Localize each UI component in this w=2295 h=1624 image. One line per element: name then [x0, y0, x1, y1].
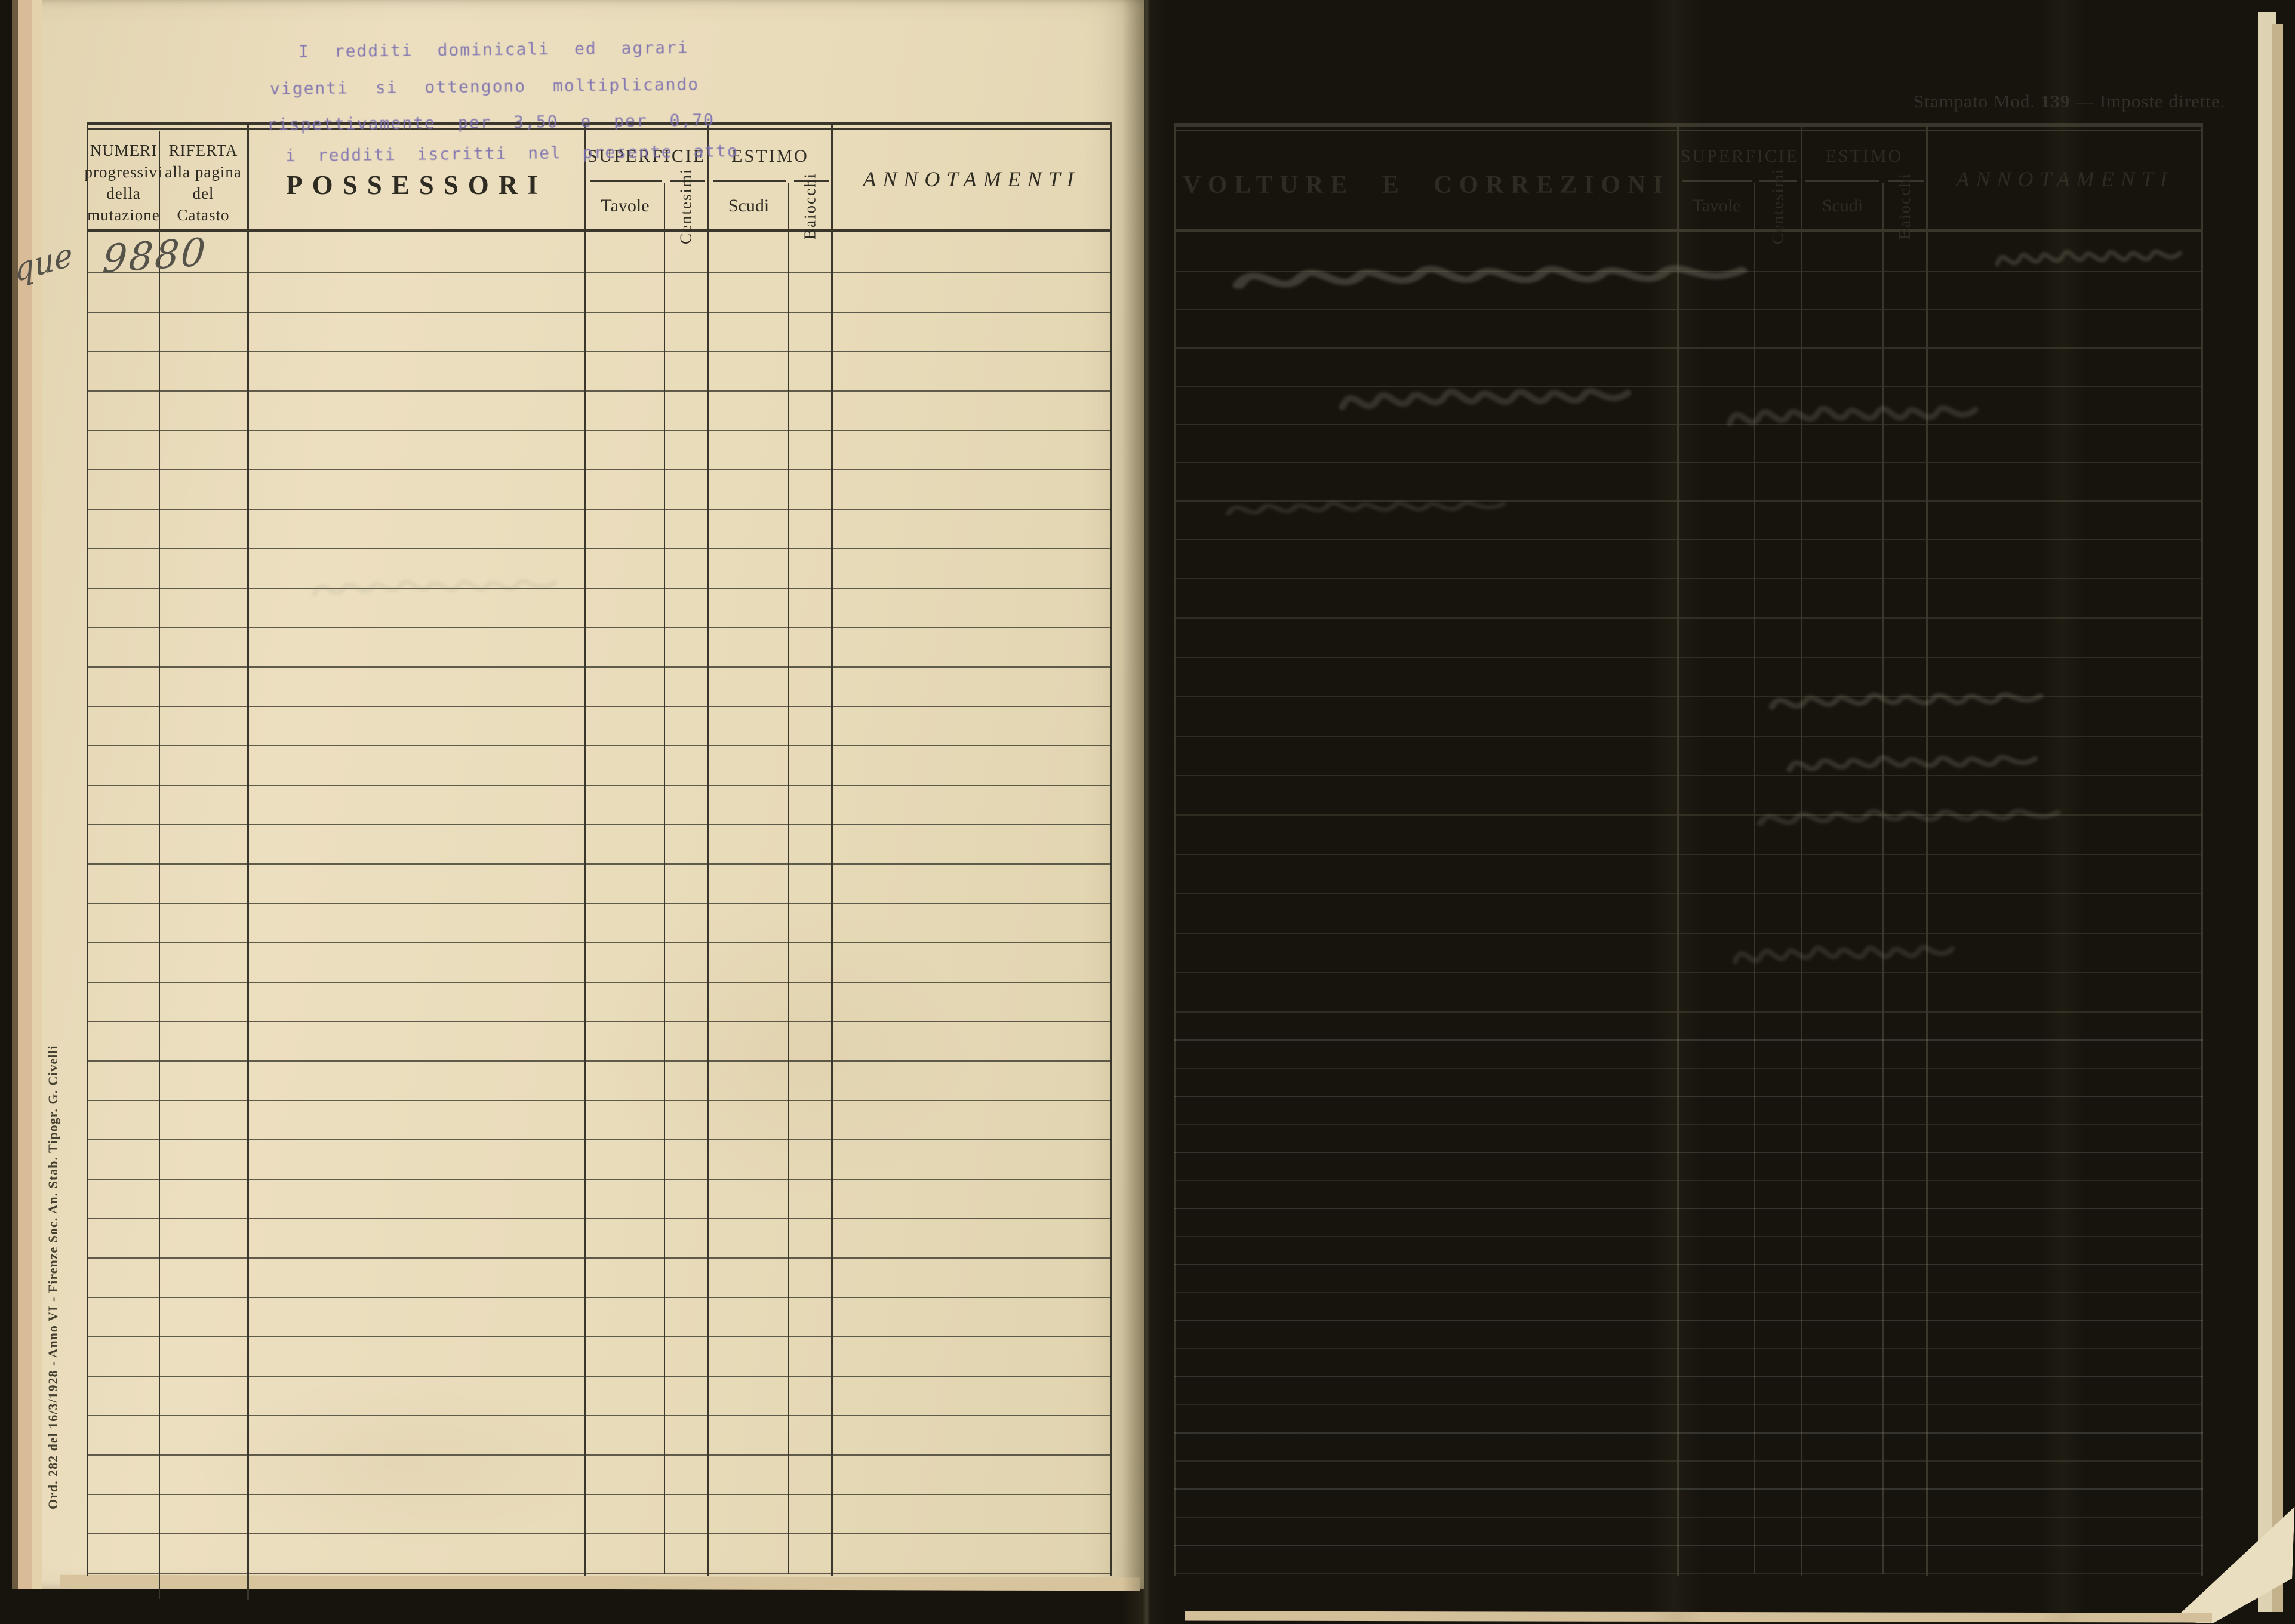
header-group-estimo: ESTIMO	[709, 134, 831, 179]
header-label-annotamenti: ANNOTAMENTI	[1956, 167, 2174, 191]
right-table-row-lines-upper	[1174, 234, 2203, 540]
ink-bleedthrough	[1786, 755, 2038, 773]
group-underline	[1759, 180, 1797, 182]
header-label-superficie: SUPERFICIE	[587, 146, 706, 166]
group-underline	[590, 180, 662, 182]
under-page-sliver	[59, 1574, 1141, 1591]
form-model-number: 139	[2040, 91, 2071, 112]
header-label-scudi: Scudi	[1822, 196, 1863, 216]
header-label-volture: VOLTURE E CORREZIONI	[1183, 171, 1670, 199]
header-separator	[1174, 229, 2203, 232]
table-border-top-inner	[1174, 130, 2203, 131]
header-label-centesimi: Centesimi	[1768, 168, 1787, 244]
page-stack-edge	[2272, 24, 2283, 1612]
header-label-estimo: ESTIMO	[1825, 146, 1903, 166]
handwritten-mutation-number: 9880	[101, 230, 209, 282]
group-underline	[1682, 180, 1752, 182]
header-cell-riferta: RIFERTA alla pagina del Catasto	[160, 136, 247, 229]
table-border-top-inner	[87, 128, 1112, 130]
under-page-sliver	[1185, 1611, 2213, 1623]
page-stack-edge	[18, 0, 32, 1589]
header-cell-baiocchi: Baiocchi	[789, 173, 831, 239]
header-cell-tavole: Tavole	[1679, 183, 1754, 229]
header-group-superficie: SUPERFICIE	[1679, 134, 1801, 179]
right-table-row-lines-middle	[1174, 540, 2203, 1013]
table-border-top	[1174, 123, 2203, 127]
header-group-superficie: SUPERFICIE	[586, 134, 707, 179]
ink-bleedthrough	[1756, 808, 2062, 826]
header-label-annotamenti: ANNOTAMENTI	[863, 167, 1081, 191]
header-label-estimo: ESTIMO	[731, 146, 809, 166]
ink-bleedthrough	[1995, 249, 2183, 267]
header-label-scudi: Scudi	[728, 196, 770, 216]
stamp-line-1: I redditi dominicali ed agrari	[298, 37, 689, 61]
left-table-row-lines	[87, 234, 1112, 1574]
header-label-centesimi: Centesimi	[676, 168, 695, 244]
header-cell-tavole: Tavole	[586, 183, 664, 229]
gutter-shadow	[1122, 0, 1168, 1624]
header-cell-numeri: NUMERI progressivi della mutazione	[85, 136, 162, 229]
group-underline	[794, 180, 829, 182]
header-separator	[87, 229, 1112, 232]
printer-imprint: Ord. 282 del 16/3/1928 - Anno VI - Firen…	[45, 1045, 60, 1509]
header-label-numeri: NUMERI progressivi della mutazione	[84, 142, 163, 224]
form-model-note: Stampato Mod. 139 — Imposte dirette.	[1913, 91, 2225, 112]
header-cell-possessori: POSSESSORI	[249, 149, 584, 221]
group-underline	[1888, 180, 1924, 182]
ink-bleedthrough	[1339, 388, 1632, 411]
header-label-tavole: Tavole	[601, 196, 650, 216]
form-model-suffix: — Imposte dirette.	[2070, 91, 2226, 112]
header-label-baiocchi: Baiocchi	[801, 173, 819, 239]
group-underline	[713, 180, 786, 182]
header-cell-annotamenti: ANNOTAMENTI	[833, 143, 1110, 215]
right-table-row-lines-lower	[1174, 1013, 2203, 1576]
form-model-prefix: Stampato Mod.	[1913, 91, 2041, 112]
header-cell-annotamenti: ANNOTAMENTI	[1928, 143, 2201, 215]
header-cell-scudi: Scudi	[1802, 183, 1882, 229]
header-label-possessori: POSSESSORI	[286, 170, 547, 200]
header-cell-scudi: Scudi	[709, 183, 788, 229]
header-label-tavole: Tavole	[1692, 196, 1741, 216]
header-group-estimo: ESTIMO	[1802, 134, 1926, 179]
header-label-riferta: RIFERTA alla pagina del Catasto	[165, 142, 242, 224]
ink-bleedthrough	[1732, 945, 1955, 965]
table-border-top	[87, 122, 1112, 125]
header-cell-baiocchi: Baiocchi	[1884, 173, 1926, 239]
ink-bleedthrough	[1727, 405, 1979, 426]
ink-bleedthrough	[312, 579, 558, 596]
header-cell-centesimi: Centesimi	[1755, 168, 1801, 244]
ink-bleedthrough	[1768, 692, 2044, 710]
header-label-superficie: SUPERFICIE	[1680, 146, 1799, 166]
group-underline	[1805, 180, 1879, 182]
ink-bleedthrough	[1225, 500, 1506, 516]
header-label-baiocchi: Baiocchi	[1896, 173, 1913, 239]
ink-bleedthrough	[1232, 265, 1748, 289]
page-stack-edge	[12, 0, 18, 1589]
page-stack-edge	[32, 0, 42, 1589]
group-underline	[670, 180, 705, 182]
header-cell-volture: VOLTURE E CORREZIONI	[1176, 149, 1676, 221]
header-cell-centesimi: Centesimi	[665, 168, 707, 244]
